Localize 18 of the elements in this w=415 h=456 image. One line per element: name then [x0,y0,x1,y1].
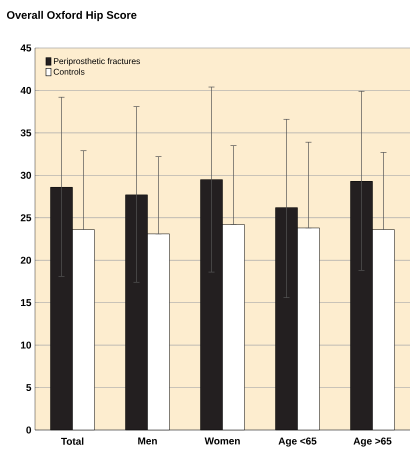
x-tick-label: Men [138,438,157,444]
y-tick-label: 15 [21,299,32,306]
y-tick-label: 10 [21,342,32,349]
x-tick-label: Total [61,438,84,445]
y-tick-label: 30 [20,172,32,179]
x-tick-label: Age <65 [278,438,316,447]
legend-label: Periprosthetic fractures [54,58,140,66]
y-tick-label: 45 [20,44,32,52]
y-tick-label: 5 [26,384,32,392]
y-tick-label: 35 [20,129,32,136]
legend-label: Controls [54,68,84,75]
y-tick-label: 20 [20,256,32,264]
chart-title: Overall Oxford Hip Score [6,10,136,22]
x-tick-label: Age >65 [354,438,392,447]
x-tick-label: Women [204,438,240,444]
y-tick-label: 40 [20,86,32,94]
y-tick-label: 0 [26,426,32,434]
y-tick-label: 25 [20,214,32,222]
